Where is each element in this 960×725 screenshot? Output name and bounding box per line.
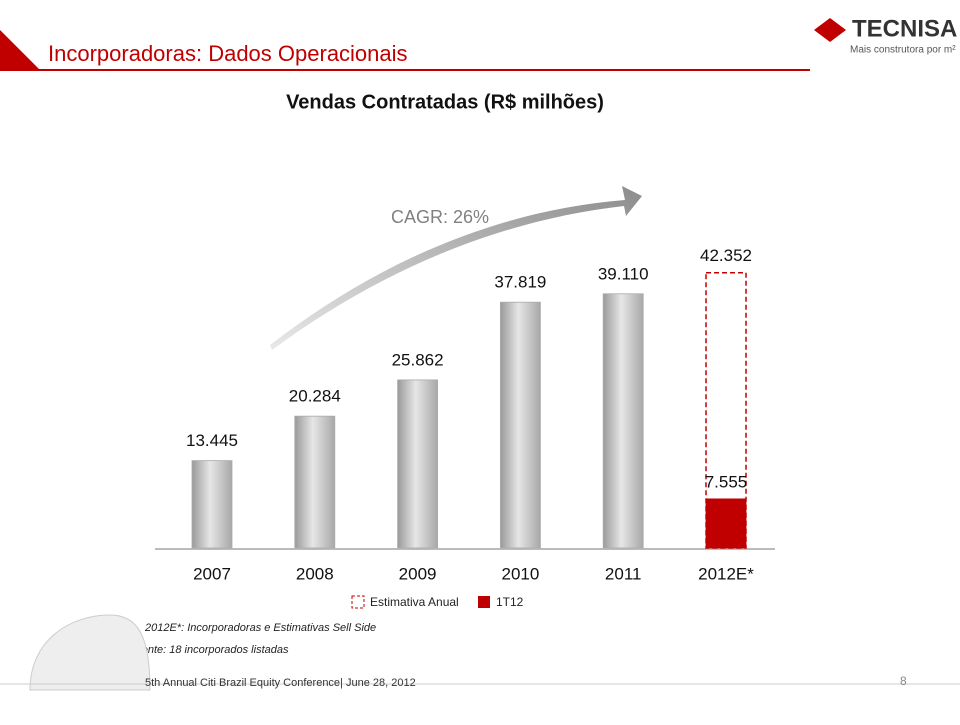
chart-title: Vendas Contratadas (R$ milhões) — [286, 91, 604, 113]
value-label: 42.352 — [700, 246, 752, 265]
value-label: 37.819 — [494, 273, 546, 292]
legend-label: Estimativa Anual — [370, 595, 459, 609]
x-tick-label: 2007 — [193, 564, 231, 583]
footer: 5th Annual Citi Brazil Equity Conference… — [145, 677, 416, 689]
logo: TECNISA — [852, 15, 957, 42]
legend-swatch — [478, 596, 490, 608]
header-accent — [0, 30, 40, 70]
tagline: Mais construtora por m² — [850, 45, 956, 56]
page-number: 8 — [900, 674, 907, 688]
logo-icon — [814, 18, 846, 42]
value-label: 25.862 — [392, 350, 444, 369]
helmet — [29, 614, 151, 691]
bar-estimate — [705, 271, 747, 549]
x-tick-label: 2011 — [605, 564, 642, 583]
x-tick-label: 2008 — [296, 564, 334, 583]
x-tick-label: 2012E* — [698, 564, 754, 583]
bar — [397, 379, 439, 549]
footnote: 2012E*: Incorporadoras e Estimativas Sel… — [144, 622, 376, 634]
legend-swatch — [351, 595, 365, 609]
bar — [705, 498, 747, 549]
cagr-arrow — [270, 186, 642, 350]
legend-label: 1T12 — [496, 595, 524, 609]
value-label: 13.445 — [186, 431, 238, 450]
slide-title: Incorporadoras: Dados Operacionais — [48, 41, 408, 66]
bar — [499, 301, 541, 549]
bar — [191, 460, 233, 549]
bar — [602, 293, 644, 549]
x-tick-label: 2010 — [501, 564, 539, 583]
x-tick-label: 2009 — [399, 564, 437, 583]
value-label: 39.110 — [598, 264, 649, 283]
cagr-label: CAGR: 26% — [391, 207, 489, 227]
footnote: Fonte: 18 incorporados listadas — [135, 644, 289, 656]
value-label: 20.284 — [289, 387, 341, 406]
bar — [294, 415, 336, 549]
value-label: 7.555 — [705, 472, 748, 491]
